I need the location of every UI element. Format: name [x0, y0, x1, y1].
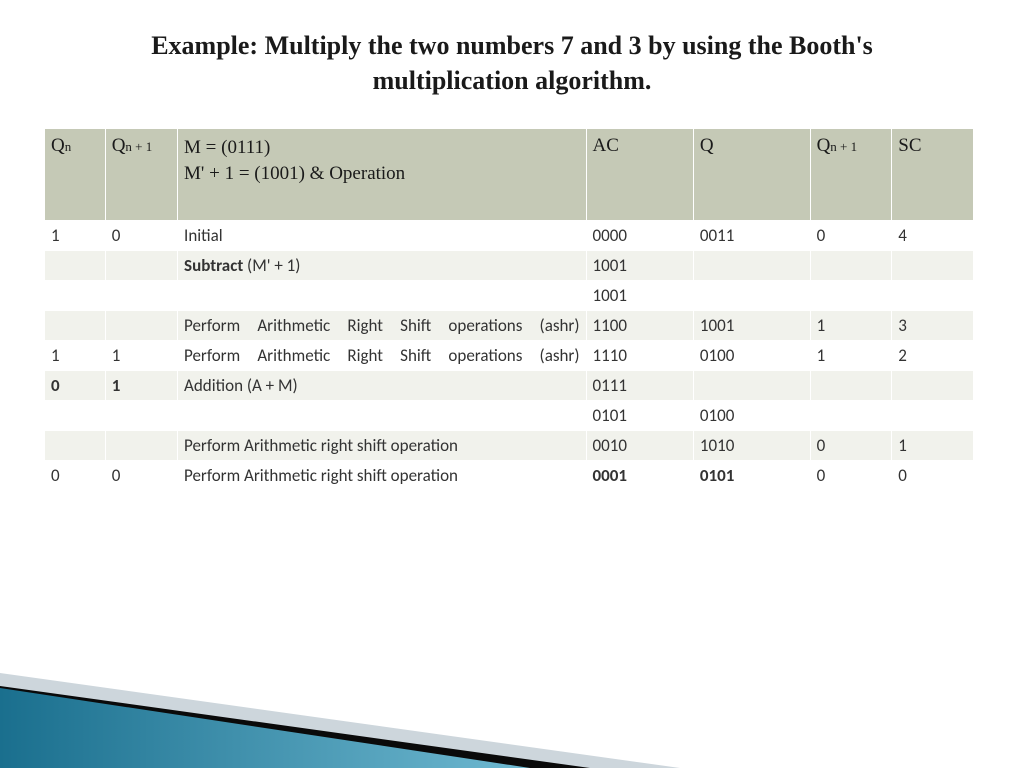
- cell-qn1: [105, 281, 177, 311]
- table-row: 00Perform Arithmetic right shift operati…: [45, 461, 974, 491]
- cell-qn: [45, 251, 106, 281]
- table-row: 01Addition (A + M)0111: [45, 371, 974, 401]
- cell-qn1: [105, 401, 177, 431]
- cell-operation: Initial: [178, 221, 586, 251]
- cell-operation: Perform Arithmetic right shift operation: [178, 431, 586, 461]
- cell-qn1b: 0: [810, 461, 892, 491]
- cell-qn: 0: [45, 461, 106, 491]
- cell-qn: [45, 311, 106, 341]
- booth-table: Qn Qn + 1 M = (0111) M' + 1 = (1001) & O…: [44, 128, 974, 491]
- header-q: Q: [693, 129, 810, 221]
- cell-q: [693, 251, 810, 281]
- cell-qn1b: [810, 371, 892, 401]
- cell-operation: Perform Arithmetic right shift operation: [178, 461, 586, 491]
- page-title: Example: Multiply the two numbers 7 and …: [0, 0, 1024, 118]
- cell-q: 0101: [693, 461, 810, 491]
- table-row: Perform Arithmetic right shift operation…: [45, 431, 974, 461]
- cell-sc: 4: [892, 221, 974, 251]
- cell-qn: [45, 431, 106, 461]
- table-header-row: Qn Qn + 1 M = (0111) M' + 1 = (1001) & O…: [45, 129, 974, 221]
- cell-qn1: [105, 431, 177, 461]
- cell-operation: Perform Arithmetic Right Shift operation…: [178, 311, 586, 341]
- table-body: 10Initial0000001104Subtract (M' + 1)1001…: [45, 221, 974, 491]
- cell-ac: 1100: [586, 311, 693, 341]
- cell-qn1b: 1: [810, 341, 892, 371]
- cell-qn1b: 0: [810, 221, 892, 251]
- decorative-triangles: [0, 628, 1024, 768]
- cell-ac: 0010: [586, 431, 693, 461]
- cell-ac: 0000: [586, 221, 693, 251]
- cell-operation: Perform Arithmetic Right Shift operation…: [178, 341, 586, 371]
- cell-q: [693, 371, 810, 401]
- cell-q: 0100: [693, 401, 810, 431]
- cell-operation: Addition (A + M): [178, 371, 586, 401]
- cell-ac: 1110: [586, 341, 693, 371]
- header-sc: SC: [892, 129, 974, 221]
- cell-sc: [892, 251, 974, 281]
- cell-operation: [178, 281, 586, 311]
- cell-operation: [178, 401, 586, 431]
- table-row: 11Perform Arithmetic Right Shift operati…: [45, 341, 974, 371]
- cell-sc: 2: [892, 341, 974, 371]
- cell-qn: 0: [45, 371, 106, 401]
- cell-ac: 0001: [586, 461, 693, 491]
- cell-sc: 1: [892, 431, 974, 461]
- cell-qn1: 0: [105, 461, 177, 491]
- cell-qn1: 1: [105, 341, 177, 371]
- cell-sc: 3: [892, 311, 974, 341]
- table-row: 01010100: [45, 401, 974, 431]
- table-row: 1001: [45, 281, 974, 311]
- cell-sc: [892, 371, 974, 401]
- cell-qn: 1: [45, 221, 106, 251]
- cell-ac: 1001: [586, 251, 693, 281]
- cell-qn1: [105, 311, 177, 341]
- cell-qn1b: 0: [810, 431, 892, 461]
- cell-ac: 0101: [586, 401, 693, 431]
- header-m-operation: M = (0111) M' + 1 = (1001) & Operation: [178, 129, 586, 221]
- cell-q: 0011: [693, 221, 810, 251]
- header-ac: AC: [586, 129, 693, 221]
- cell-q: 0100: [693, 341, 810, 371]
- table-row: Perform Arithmetic Right Shift operation…: [45, 311, 974, 341]
- cell-qn1b: 1: [810, 311, 892, 341]
- cell-ac: 0111: [586, 371, 693, 401]
- header-qn1: Qn + 1: [105, 129, 177, 221]
- cell-sc: [892, 281, 974, 311]
- cell-qn1: 1: [105, 371, 177, 401]
- cell-qn1b: [810, 281, 892, 311]
- table-row: Subtract (M' + 1)1001: [45, 251, 974, 281]
- cell-qn1b: [810, 251, 892, 281]
- cell-sc: 0: [892, 461, 974, 491]
- table-row: 10Initial0000001104: [45, 221, 974, 251]
- cell-q: 1010: [693, 431, 810, 461]
- cell-qn1: 0: [105, 221, 177, 251]
- cell-q: [693, 281, 810, 311]
- cell-qn: 1: [45, 341, 106, 371]
- header-qn: Qn: [45, 129, 106, 221]
- cell-sc: [892, 401, 974, 431]
- cell-q: 1001: [693, 311, 810, 341]
- cell-operation: Subtract (M' + 1): [178, 251, 586, 281]
- booth-table-container: Qn Qn + 1 M = (0111) M' + 1 = (1001) & O…: [44, 128, 974, 491]
- cell-qn1: [105, 251, 177, 281]
- cell-qn1b: [810, 401, 892, 431]
- cell-ac: 1001: [586, 281, 693, 311]
- cell-qn: [45, 281, 106, 311]
- cell-qn: [45, 401, 106, 431]
- header-qn1b: Qn + 1: [810, 129, 892, 221]
